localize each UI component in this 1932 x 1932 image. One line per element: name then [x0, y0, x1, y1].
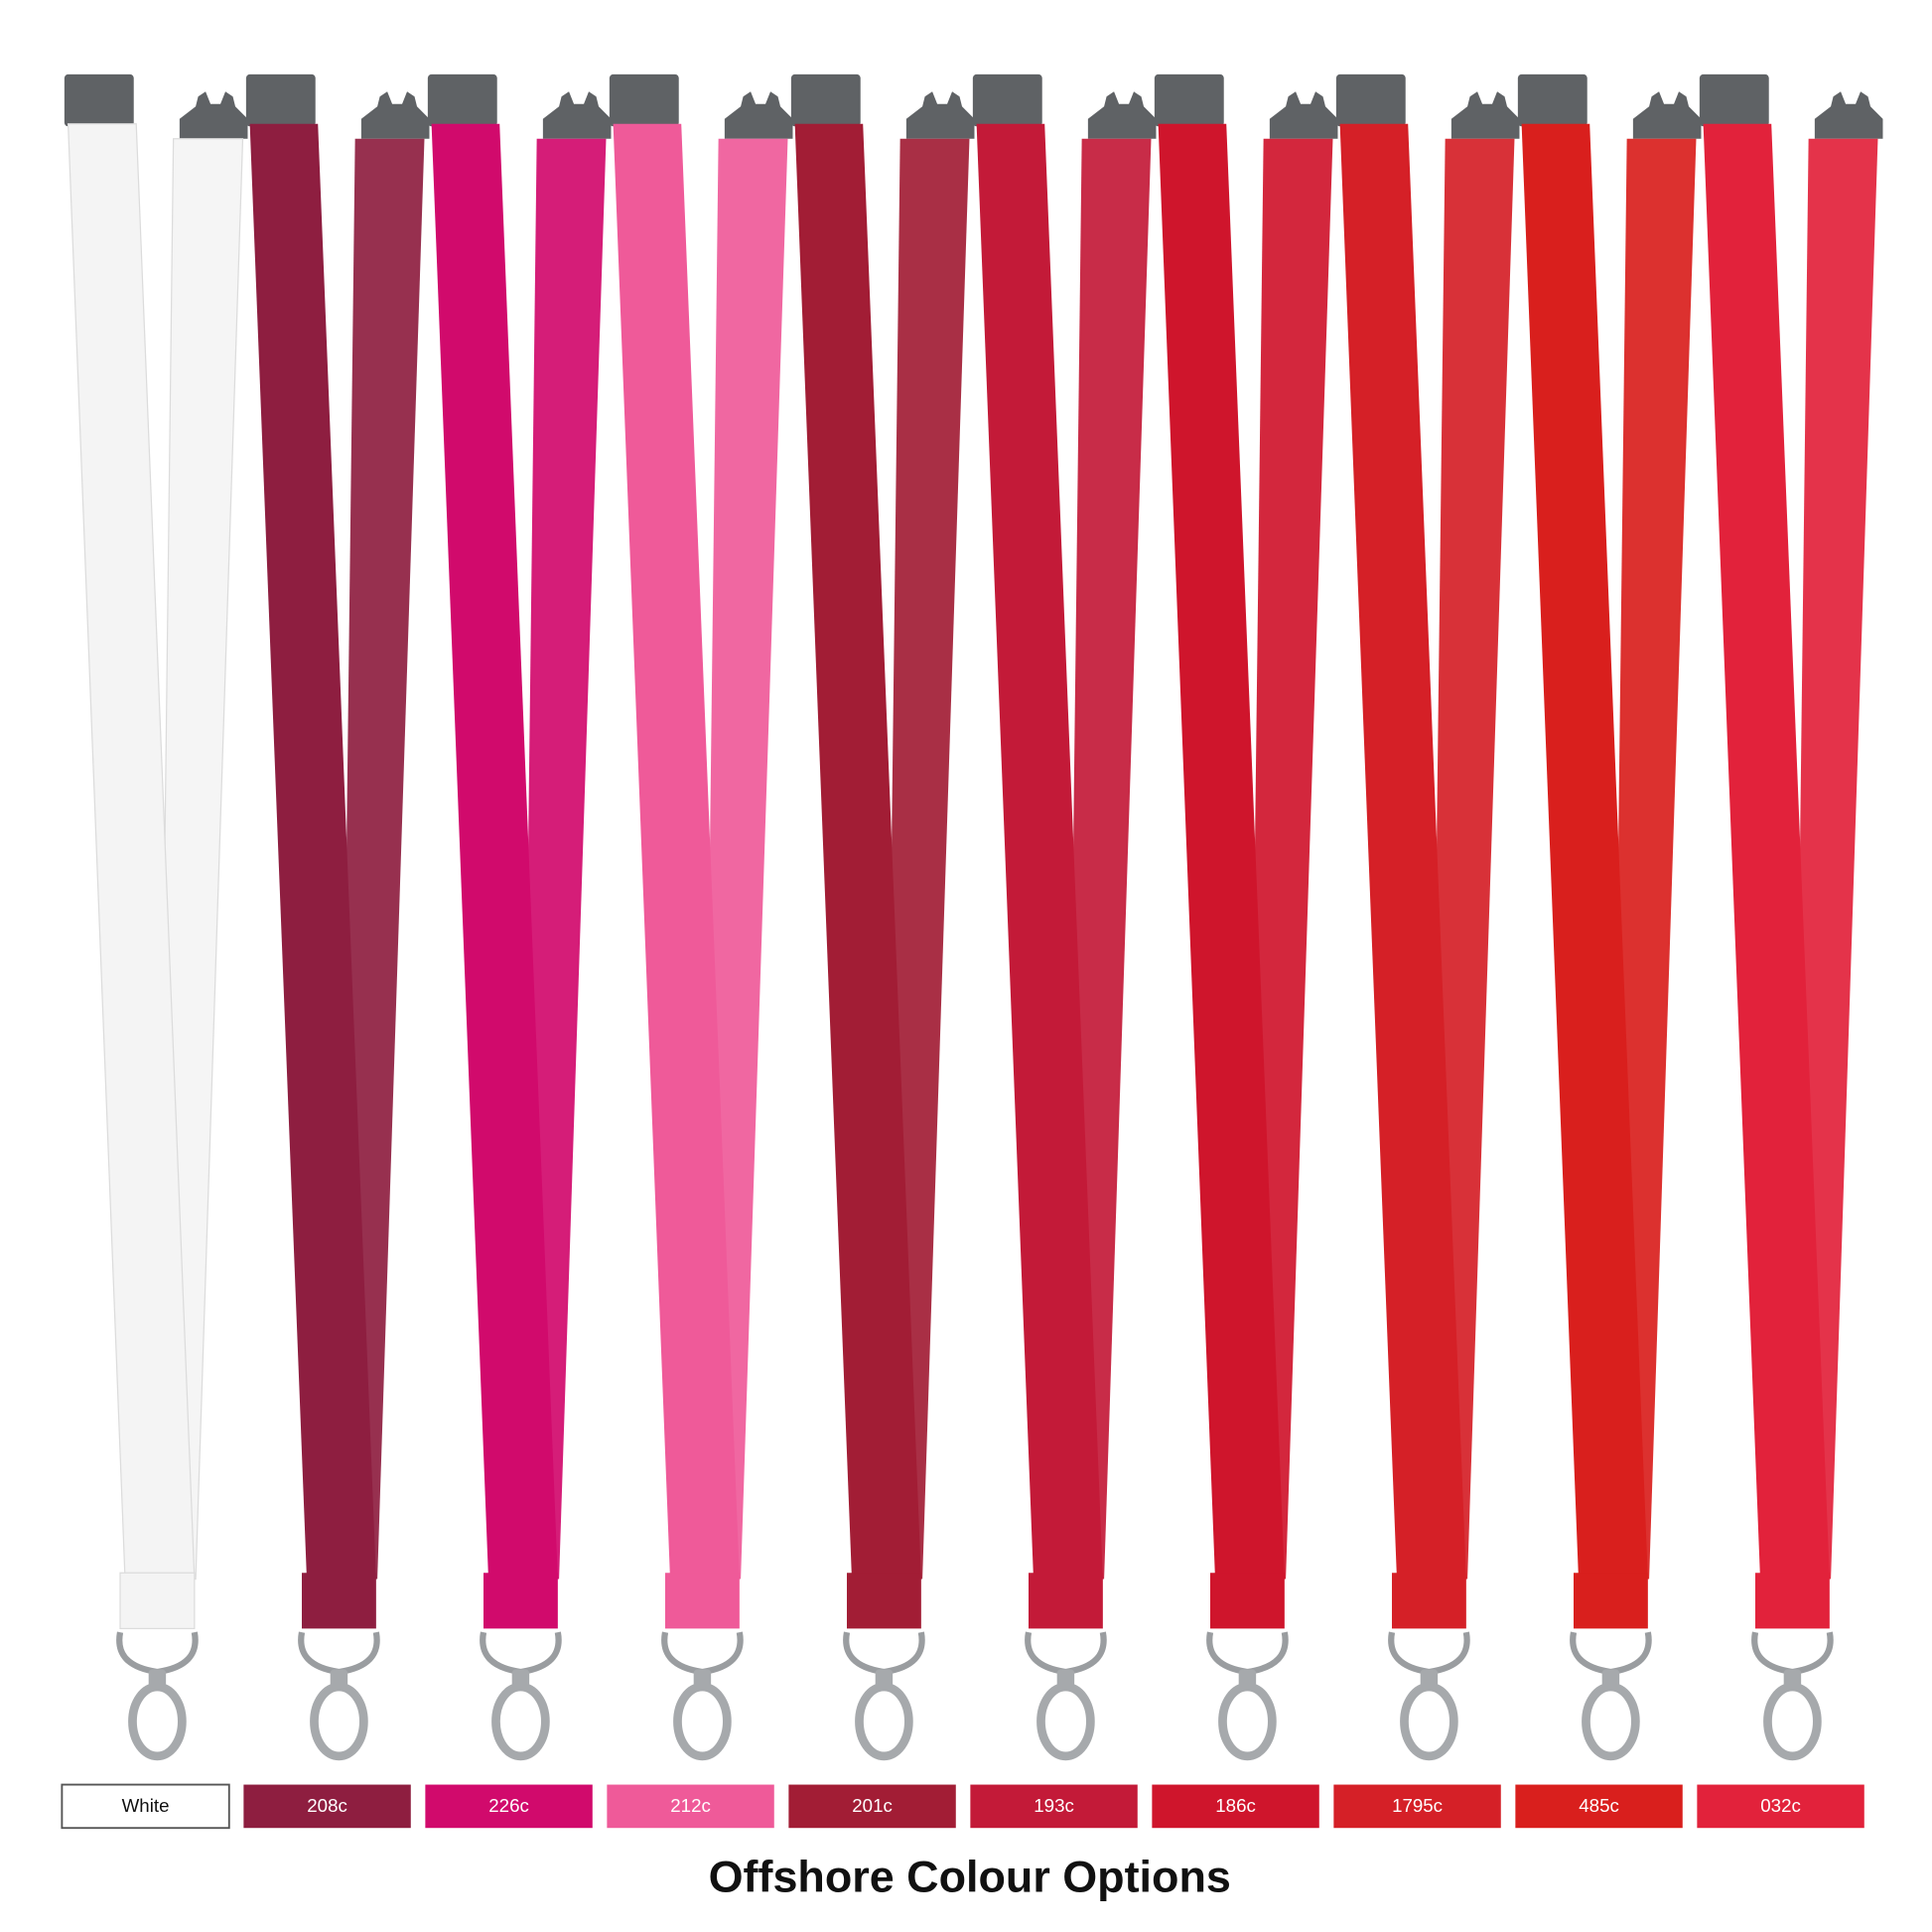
lanyard	[1154, 73, 1338, 1761]
swatch-label: 201c	[852, 1795, 893, 1816]
swatch-label: White	[122, 1795, 170, 1816]
lanyard	[1699, 73, 1883, 1761]
swatch	[1515, 1784, 1683, 1829]
swatch-label: 032c	[1760, 1795, 1801, 1816]
clip-right	[1632, 91, 1702, 139]
swatch	[1333, 1784, 1501, 1829]
clip-left	[1154, 73, 1224, 127]
clip-left	[1335, 73, 1406, 127]
clasp	[310, 1682, 368, 1761]
swatch-label: 1795c	[1392, 1795, 1443, 1816]
clip-left	[790, 73, 861, 127]
clip-left	[64, 73, 134, 127]
strap-tab	[119, 1572, 196, 1630]
swatch	[61, 1783, 230, 1830]
strap-left	[431, 123, 558, 1580]
clasp	[1582, 1682, 1640, 1761]
clip-left	[609, 73, 679, 127]
ring	[1570, 1631, 1652, 1676]
clip-left	[1517, 73, 1587, 127]
strap-tab	[664, 1573, 740, 1629]
swatch	[425, 1784, 593, 1829]
strap-left	[976, 123, 1103, 1580]
strap-left	[613, 123, 740, 1580]
title: Offshore Colour Options	[709, 1851, 1231, 1901]
strap-tab	[1573, 1573, 1648, 1629]
clip-right	[1814, 91, 1883, 139]
strap-left	[794, 123, 921, 1580]
swatch	[1152, 1784, 1319, 1829]
ring	[1388, 1631, 1470, 1676]
clasp	[128, 1682, 187, 1761]
clip-left	[245, 73, 316, 127]
lanyard	[427, 73, 612, 1761]
lanyard	[972, 73, 1157, 1761]
lanyard	[609, 73, 793, 1761]
clip-right	[1450, 91, 1520, 139]
swatch-label: 226c	[488, 1795, 529, 1816]
ring	[1206, 1631, 1289, 1676]
strap-tab	[1028, 1573, 1103, 1629]
lanyard	[1335, 73, 1520, 1761]
ring	[116, 1631, 199, 1676]
clip-right	[542, 91, 612, 139]
swatch-label: 186c	[1215, 1795, 1256, 1816]
ring	[298, 1631, 380, 1676]
strap-tab	[1209, 1573, 1285, 1629]
clasp	[1036, 1682, 1095, 1761]
strap-left	[1521, 123, 1648, 1580]
strap-tab	[302, 1573, 376, 1629]
swatch	[607, 1784, 774, 1829]
ring	[1025, 1631, 1107, 1676]
swatch	[970, 1784, 1138, 1829]
ring	[1751, 1631, 1834, 1676]
strap-tab	[1754, 1573, 1830, 1629]
clasp	[673, 1682, 732, 1761]
ring	[843, 1631, 925, 1676]
clip-right	[724, 91, 793, 139]
clasp	[1763, 1682, 1822, 1761]
swatch-label: 212c	[670, 1795, 711, 1816]
ring	[661, 1631, 744, 1676]
strap-left	[1703, 123, 1830, 1580]
strap-tab	[1391, 1573, 1466, 1629]
swatch-label: 208c	[307, 1795, 347, 1816]
clasp	[1400, 1682, 1458, 1761]
clip-right	[905, 91, 975, 139]
clip-left	[427, 73, 497, 127]
clasp	[491, 1682, 550, 1761]
clip-right	[179, 91, 248, 139]
lanyard	[245, 73, 430, 1761]
swatch-label: 485c	[1579, 1795, 1619, 1816]
strap-left	[249, 123, 376, 1580]
swatch	[243, 1784, 411, 1829]
strap-tab	[483, 1573, 558, 1629]
ring	[480, 1631, 562, 1676]
swatch	[1697, 1784, 1864, 1829]
clasp	[1218, 1682, 1277, 1761]
strap-tab	[846, 1573, 921, 1629]
clip-left	[972, 73, 1042, 127]
strap-left	[1158, 123, 1285, 1580]
lanyard	[790, 73, 975, 1761]
strap-left	[1339, 123, 1466, 1580]
clip-right	[360, 91, 430, 139]
swatch-label: 193c	[1034, 1795, 1074, 1816]
clasp	[855, 1682, 913, 1761]
lanyard	[1517, 73, 1702, 1761]
clip-left	[1699, 73, 1769, 127]
lanyard	[64, 73, 248, 1761]
clip-right	[1087, 91, 1157, 139]
clip-right	[1269, 91, 1338, 139]
swatch	[788, 1784, 956, 1829]
